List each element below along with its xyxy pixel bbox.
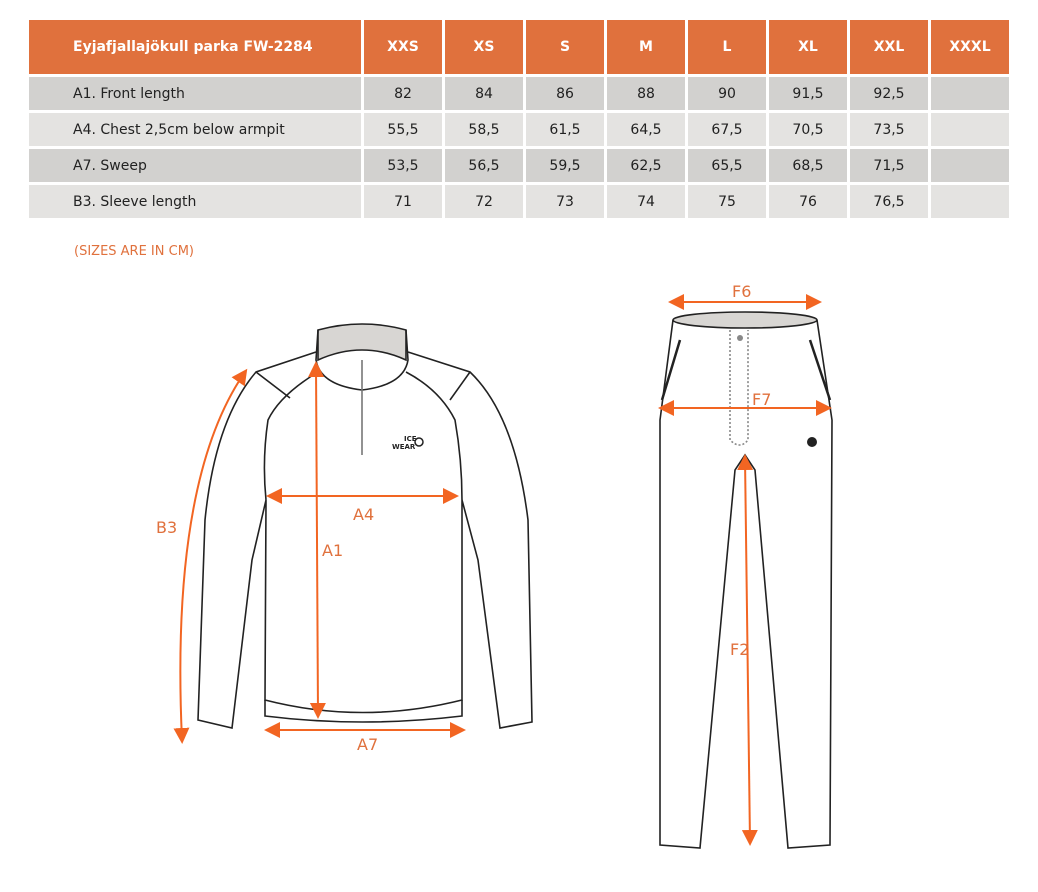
logo-snowflake-icon — [414, 437, 424, 447]
size-chart-table: Eyjafjallajökull parka FW-2284 XXS XS S M L XL… — [26, 17, 1012, 221]
measurement-value: 71 — [364, 185, 442, 218]
measurement-value: 82 — [364, 77, 442, 110]
table-row: A1. Front length 82 84 86 88 90 91,5 92,5 — [29, 77, 1009, 110]
label-b3: B3 — [156, 518, 177, 537]
size-header-s: S — [526, 20, 604, 74]
measurement-value: 64,5 — [607, 113, 685, 146]
measurement-value: 92,5 — [850, 77, 928, 110]
measurement-value: 65,5 — [688, 149, 766, 182]
ice-wear-logo: ICE WEAR — [392, 435, 424, 451]
measurement-value: 61,5 — [526, 113, 604, 146]
measurement-value: 75 — [688, 185, 766, 218]
table-row: A7. Sweep 53,5 56,5 59,5 62,5 65,5 68,5 71,5 — [29, 149, 1009, 182]
arrow-a1 — [308, 361, 326, 719]
logo-text-wear: WEAR — [392, 443, 416, 451]
arrow-f2 — [737, 454, 758, 846]
measurement-value: 67,5 — [688, 113, 766, 146]
measurement-value — [931, 149, 1009, 182]
shirt-drawing — [197, 323, 533, 729]
label-f6: F6 — [732, 282, 751, 301]
logo-text-ice: ICE — [404, 435, 417, 443]
measurement-value — [931, 185, 1009, 218]
label-a4: A4 — [353, 505, 374, 524]
measurement-value: 74 — [607, 185, 685, 218]
measurement-label: A1. Front length — [29, 77, 361, 110]
units-note: (SIZES ARE IN CM) — [74, 244, 194, 259]
size-header-m: M — [607, 20, 685, 74]
measurement-value: 70,5 — [769, 113, 847, 146]
size-header-xs: XS — [445, 20, 523, 74]
label-a1: A1 — [322, 541, 343, 560]
table-row: A4. Chest 2,5cm below armpit 55,5 58,5 61,5… — [29, 113, 1009, 146]
measurement-value: 88 — [607, 77, 685, 110]
measurement-label: A7. Sweep — [29, 149, 361, 182]
measurement-value: 90 — [688, 77, 766, 110]
measurement-arrows — [173, 294, 832, 846]
measurement-value: 56,5 — [445, 149, 523, 182]
measurement-value: 73,5 — [850, 113, 928, 146]
table-row: B3. Sleeve length 71 72 73 74 75 76 76,5 — [29, 185, 1009, 218]
measurement-value: 62,5 — [607, 149, 685, 182]
measurement-value: 55,5 — [364, 113, 442, 146]
measurement-value: 53,5 — [364, 149, 442, 182]
size-header-xxs: XXS — [364, 20, 442, 74]
size-header-xxl: XXL — [850, 20, 928, 74]
measurement-value — [931, 113, 1009, 146]
product-title: Eyjafjallajökull parka FW-2284 — [29, 20, 361, 74]
measurement-value: 84 — [445, 77, 523, 110]
measurement-value: 58,5 — [445, 113, 523, 146]
arrow-b3 — [173, 368, 248, 744]
measurement-value: 86 — [526, 77, 604, 110]
size-header-xl: XL — [769, 20, 847, 74]
measurement-value: 68,5 — [769, 149, 847, 182]
label-a7: A7 — [357, 735, 378, 754]
size-header-l: L — [688, 20, 766, 74]
pants-logo-icon — [807, 437, 817, 447]
measurement-value: 59,5 — [526, 149, 604, 182]
size-header-xxxl: XXXL — [931, 20, 1009, 74]
measurement-value: 76 — [769, 185, 847, 218]
measurement-value: 73 — [526, 185, 604, 218]
measurement-value — [931, 77, 1009, 110]
measurement-value: 71,5 — [850, 149, 928, 182]
measurement-label: B3. Sleeve length — [29, 185, 361, 218]
measurement-label: A4. Chest 2,5cm below armpit — [29, 113, 361, 146]
measurement-value: 91,5 — [769, 77, 847, 110]
measurement-value: 72 — [445, 185, 523, 218]
measurement-value: 76,5 — [850, 185, 928, 218]
label-f2: F2 — [730, 640, 749, 659]
label-f7: F7 — [752, 390, 771, 409]
